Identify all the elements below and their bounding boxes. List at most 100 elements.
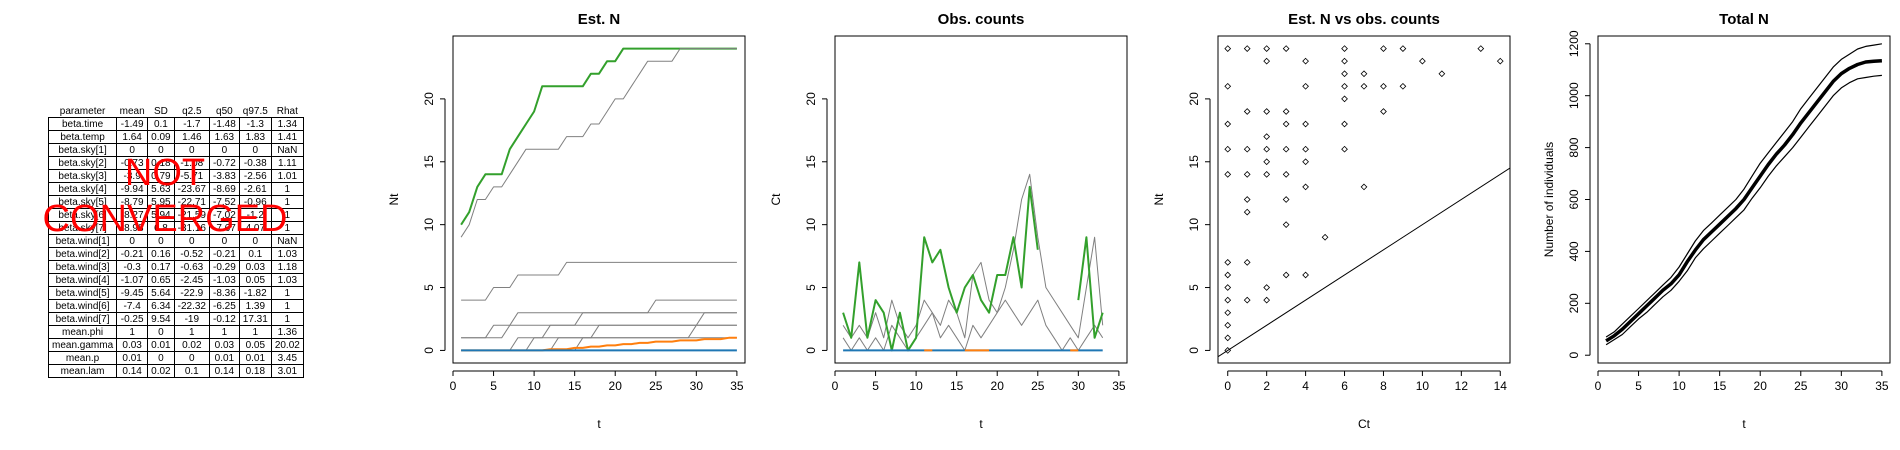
table-row: beta.sky[6] -8.27 5.94 -21.59 -7.02 -1.2 1 bbox=[47, 208, 304, 222]
data-point bbox=[1224, 284, 1232, 291]
data-point bbox=[1341, 82, 1348, 90]
y-axis-label: Ct bbox=[769, 193, 783, 206]
y-tick-label: 15 bbox=[422, 155, 436, 169]
table-header-cell: q50 bbox=[216, 105, 233, 117]
data-point bbox=[1360, 70, 1368, 78]
data-point bbox=[1224, 271, 1232, 279]
x-tick-label: 15 bbox=[950, 379, 964, 393]
x-tick-label: 30 bbox=[690, 379, 704, 393]
table-header-cell: q97.5 bbox=[242, 105, 268, 117]
y-tick-label: 1200 bbox=[1567, 30, 1581, 57]
series-line-2 bbox=[460, 48, 737, 238]
table-row: beta.time -1.49 0.1 -1.7 -1.48 -1.3 1.34 bbox=[47, 117, 304, 131]
chart-panel-3: Est. N vs obs. counts 0 2 4 6 8 10 12 14 Ct 0 5 10 15… bbox=[1152, 11, 1511, 431]
y-tick-label: 15 bbox=[1187, 155, 1201, 169]
x-tick-label: 25 bbox=[1031, 379, 1045, 393]
chart-title: Obs. counts bbox=[938, 11, 1025, 28]
y-tick-label: 0 bbox=[1567, 352, 1581, 359]
table-header-row: parameter mean SD q2.5 q50 q97.5 Rhat bbox=[49, 105, 304, 118]
data-point bbox=[1243, 45, 1251, 52]
data-point bbox=[1243, 208, 1251, 216]
y-tick-label: 10 bbox=[422, 218, 436, 232]
data-point bbox=[1302, 145, 1309, 153]
reference-line bbox=[1218, 167, 1510, 358]
plot-area bbox=[1605, 43, 1883, 346]
x-tick-label: 0 bbox=[1595, 379, 1602, 393]
plot-frame bbox=[1597, 35, 1891, 364]
x-tick-label: 25 bbox=[649, 379, 663, 393]
x-tick-label: 2 bbox=[1263, 379, 1270, 393]
y-tick-label: 5 bbox=[422, 284, 436, 291]
data-point bbox=[1263, 108, 1271, 115]
x-tick-label: 10 bbox=[1672, 379, 1686, 393]
x-tick-label: 30 bbox=[1835, 379, 1849, 393]
y-tick-label: 200 bbox=[1567, 293, 1581, 313]
series-line-10 bbox=[461, 336, 737, 352]
table-cell: 0.14 bbox=[208, 364, 240, 378]
data-point bbox=[1224, 259, 1232, 266]
x-tick-label: 35 bbox=[730, 379, 744, 393]
series-line-2 bbox=[842, 299, 1104, 351]
x-tick-label: 5 bbox=[1635, 379, 1642, 393]
y-tick-label: 800 bbox=[1567, 137, 1581, 157]
data-point bbox=[1380, 108, 1387, 115]
data-point bbox=[1263, 57, 1271, 65]
data-point bbox=[1224, 120, 1232, 128]
data-point bbox=[1263, 133, 1271, 140]
data-point bbox=[1302, 82, 1309, 90]
data-point bbox=[1224, 309, 1232, 317]
data-point bbox=[1282, 196, 1290, 203]
data-point bbox=[1399, 82, 1407, 90]
y-tick-label: 0 bbox=[804, 347, 818, 354]
y-tick-label: 600 bbox=[1567, 189, 1581, 209]
data-point bbox=[1380, 82, 1387, 90]
data-point bbox=[1282, 45, 1290, 52]
chart-panel-4: Total N 0 5 10 15 20 25 30 35 t 0 200 400 600 800 1000 1… bbox=[1542, 11, 1891, 431]
data-point bbox=[1321, 233, 1329, 241]
data-point bbox=[1263, 158, 1271, 166]
table-row: beta.sky[5] -8.79 5.95 -22.71 -7.52 -0.96 1 bbox=[47, 195, 304, 209]
x-tick-label: 15 bbox=[568, 379, 582, 393]
x-axis-label: t bbox=[1742, 417, 1746, 431]
plot-area bbox=[1218, 45, 1510, 358]
data-point bbox=[1282, 271, 1290, 279]
x-tick-label: 6 bbox=[1341, 379, 1348, 393]
y-tick-label: 400 bbox=[1567, 241, 1581, 261]
x-tick-label: 4 bbox=[1302, 379, 1309, 393]
y-tick-label: 1000 bbox=[1567, 82, 1581, 109]
y-axis-label: Nt bbox=[1152, 193, 1166, 206]
x-tick-label: 0 bbox=[450, 379, 457, 393]
data-point bbox=[1243, 196, 1251, 203]
data-point bbox=[1243, 145, 1251, 153]
table-header-cell: mean bbox=[119, 105, 145, 117]
data-point bbox=[1341, 120, 1348, 128]
data-point bbox=[1224, 170, 1232, 178]
table-row: mean.lam 0.14 0.02 0.1 0.14 0.18 3.01 bbox=[47, 364, 304, 378]
table-header-cell: SD bbox=[153, 105, 168, 117]
x-tick-label: 0 bbox=[1224, 379, 1231, 393]
x-axis-label: Ct bbox=[1358, 417, 1371, 431]
data-point bbox=[1302, 120, 1309, 128]
series-line-1 bbox=[460, 47, 737, 226]
x-tick-label: 10 bbox=[909, 379, 923, 393]
data-point bbox=[1302, 158, 1309, 166]
x-tick-label: 25 bbox=[1794, 379, 1808, 393]
data-point bbox=[1419, 57, 1426, 65]
x-axis-label: t bbox=[979, 417, 983, 431]
table-header-cell: q2.5 bbox=[182, 105, 202, 117]
plot-frame bbox=[1217, 35, 1511, 364]
data-point bbox=[1341, 45, 1348, 52]
data-point bbox=[1341, 95, 1348, 103]
y-tick-label: 10 bbox=[1187, 218, 1201, 232]
series-line-3 bbox=[1605, 74, 1882, 346]
data-point bbox=[1341, 70, 1348, 78]
table-row: beta.wind[4] -1.07 0.65 -2.45 -1.03 0.05 1.03 bbox=[47, 273, 304, 287]
data-point bbox=[1282, 120, 1290, 128]
chart-title: Total N bbox=[1719, 11, 1769, 28]
y-tick-label: 20 bbox=[804, 92, 818, 106]
data-point bbox=[1243, 170, 1251, 178]
y-tick-label: 0 bbox=[1187, 347, 1201, 354]
series-line-1 bbox=[1605, 43, 1882, 338]
y-tick-label: 10 bbox=[804, 218, 818, 232]
table-header-cell: Rhat bbox=[276, 105, 298, 117]
